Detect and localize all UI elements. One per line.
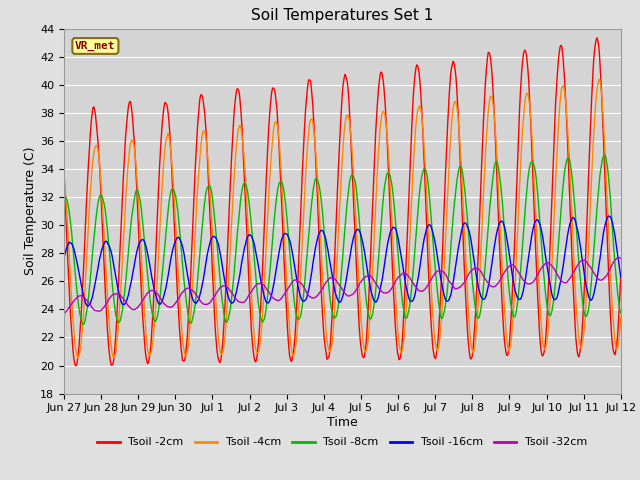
Legend: Tsoil -2cm, Tsoil -4cm, Tsoil -8cm, Tsoil -16cm, Tsoil -32cm: Tsoil -2cm, Tsoil -4cm, Tsoil -8cm, Tsoi… xyxy=(93,433,592,452)
Title: Soil Temperatures Set 1: Soil Temperatures Set 1 xyxy=(252,9,433,24)
Text: VR_met: VR_met xyxy=(75,41,116,51)
Y-axis label: Soil Temperature (C): Soil Temperature (C) xyxy=(24,147,37,276)
X-axis label: Time: Time xyxy=(327,416,358,429)
